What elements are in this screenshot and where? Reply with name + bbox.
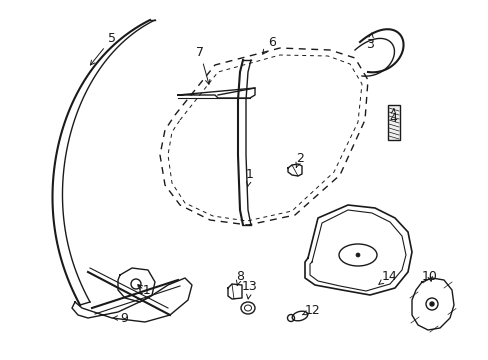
Text: 7: 7 xyxy=(196,45,209,84)
Text: 14: 14 xyxy=(378,270,397,284)
Text: 3: 3 xyxy=(366,33,373,50)
Text: 11: 11 xyxy=(136,284,152,297)
Text: 1: 1 xyxy=(245,168,253,187)
Text: 6: 6 xyxy=(262,36,275,54)
FancyBboxPatch shape xyxy=(387,105,399,140)
Circle shape xyxy=(429,302,433,306)
Text: 8: 8 xyxy=(236,270,244,285)
Text: 5: 5 xyxy=(90,31,116,65)
Text: 4: 4 xyxy=(388,109,396,125)
Text: 12: 12 xyxy=(302,303,320,316)
Text: 10: 10 xyxy=(421,270,437,283)
Text: 2: 2 xyxy=(295,152,304,167)
Text: 13: 13 xyxy=(242,279,257,299)
Text: 9: 9 xyxy=(113,311,128,324)
Circle shape xyxy=(355,253,359,257)
